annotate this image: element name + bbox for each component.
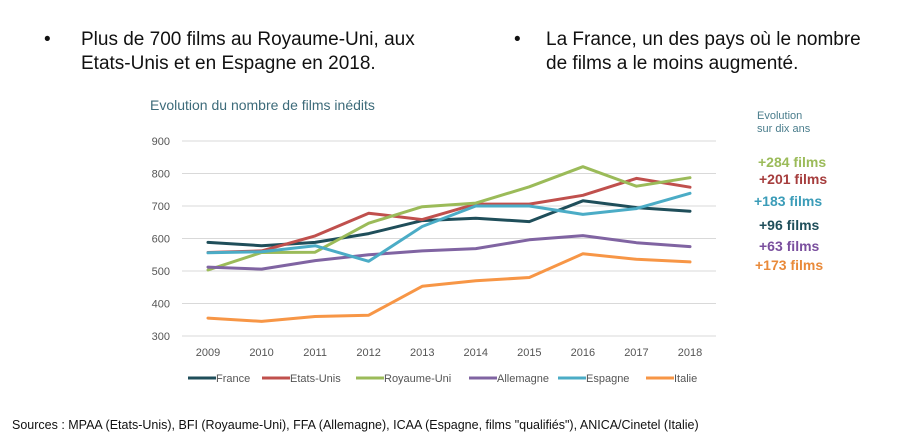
x-tick-label: 2017	[624, 347, 648, 359]
series-line-etats-unis	[206, 176, 692, 254]
evolution-etats-unis: +201 films	[759, 171, 828, 187]
legend-item-italie: Italie	[646, 373, 697, 385]
bullet-text-1: Plus de 700 films au Royaume-Uni, aux Et…	[81, 29, 415, 74]
x-tick-label: 2012	[356, 347, 380, 359]
y-tick-label: 700	[152, 201, 170, 213]
y-tick-label: 400	[152, 299, 170, 311]
legend-item-etats-unis: Etats-Unis	[262, 373, 341, 385]
series-lines	[206, 165, 692, 323]
legend-item-allemagne: Allemagne	[469, 373, 549, 385]
x-tick-label: 2013	[410, 347, 434, 359]
bullet-glyph: •	[44, 29, 51, 50]
evolution-france: +96 films	[759, 217, 820, 233]
series-line-royaume-uni	[206, 165, 692, 272]
series-line-espagne	[206, 191, 692, 263]
y-tick-label: 900	[152, 136, 170, 148]
x-tick-label: 2009	[196, 347, 220, 359]
chart-title: Evolution du nombre de films inédits	[150, 97, 375, 113]
legend-label: Espagne	[586, 373, 629, 385]
sources-note: Sources : MPAA (Etats-Unis), BFI (Royaum…	[12, 418, 699, 432]
y-tick-label: 600	[152, 234, 170, 246]
x-tick-label: 2018	[678, 347, 702, 359]
series-line-allemagne	[206, 234, 692, 271]
y-tick-label: 300	[152, 331, 170, 343]
legend-item-france: France	[188, 373, 250, 385]
legend-label: Royaume-Uni	[384, 373, 451, 385]
legend-item-espagne: Espagne	[558, 373, 629, 385]
evolution-royaume-uni: +284 films	[758, 154, 827, 170]
legend-label: France	[216, 373, 250, 385]
legend-label: Allemagne	[497, 373, 549, 385]
series-line-italie	[206, 252, 692, 323]
x-tick-label: 2010	[249, 347, 273, 359]
x-tick-label: 2016	[571, 347, 595, 359]
bullet-glyph: •	[514, 29, 521, 50]
legend: France Etats-Unis Royaume-Uni Allemagne Espa…	[188, 373, 697, 385]
evolution-italie: +173 films	[755, 257, 824, 273]
y-tick-label: 800	[152, 169, 170, 181]
gridlines	[182, 140, 716, 337]
evolution-heading: Evolution sur dix ans	[757, 110, 811, 135]
evolution-espagne: +183 films	[754, 193, 823, 209]
x-tick-label: 2015	[517, 347, 541, 359]
x-tick-label: 2011	[303, 347, 327, 359]
legend-label: Italie	[674, 373, 697, 385]
x-axis-ticks: 2009 2010 2011 2012 2013 2014 2015 2016 2017 2018	[196, 347, 702, 359]
x-tick-label: 2014	[464, 347, 488, 359]
y-tick-label: 500	[152, 266, 170, 278]
y-axis-ticks: 300 400 500 600 700 800 900	[152, 136, 170, 343]
legend-label: Etats-Unis	[290, 373, 341, 385]
bullet-text-2: La France, un des pays où le nombre de f…	[546, 29, 861, 74]
evolution-allemagne: +63 films	[759, 238, 820, 254]
legend-item-royaume-uni: Royaume-Uni	[356, 373, 451, 385]
